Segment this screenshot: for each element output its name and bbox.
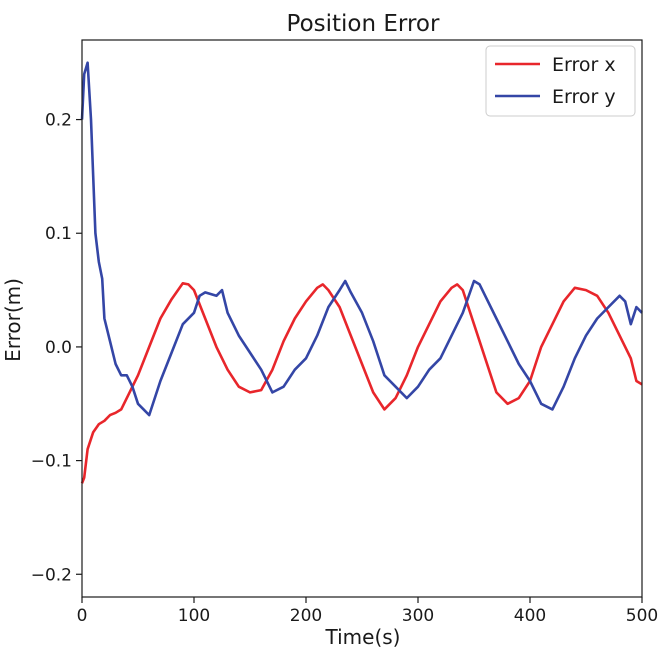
legend: Error x Error y bbox=[485, 45, 636, 117]
x-tick-label: 200 bbox=[290, 606, 322, 626]
y-tick-label: −0.1 bbox=[31, 452, 72, 472]
series-line-error-y bbox=[80, 61, 643, 417]
x-axis-label: Time(s) bbox=[325, 625, 401, 649]
plot-series-group bbox=[80, 61, 643, 484]
x-tick-label: 300 bbox=[402, 606, 434, 626]
y-axis: −0.2 −0.1 0.0 0.1 0.2 bbox=[31, 111, 82, 585]
y-tick-label: 0.2 bbox=[45, 111, 72, 131]
legend-label-error-x: Error x bbox=[552, 54, 616, 76]
legend-label-error-y: Error y bbox=[552, 86, 616, 108]
x-tick-label: 400 bbox=[514, 606, 546, 626]
y-tick-label: 0.0 bbox=[45, 338, 72, 358]
x-tick-label: 500 bbox=[626, 606, 658, 626]
chart-title: Position Error bbox=[287, 11, 440, 37]
x-axis: 0 100 200 300 400 500 bbox=[77, 597, 658, 626]
plot-area-frame bbox=[81, 39, 643, 598]
y-axis-label: Error(m) bbox=[1, 278, 25, 362]
x-tick-label: 100 bbox=[178, 606, 210, 626]
y-tick-label: 0.1 bbox=[45, 224, 72, 244]
y-tick-label: −0.2 bbox=[31, 565, 72, 585]
x-tick-label: 0 bbox=[77, 606, 88, 626]
